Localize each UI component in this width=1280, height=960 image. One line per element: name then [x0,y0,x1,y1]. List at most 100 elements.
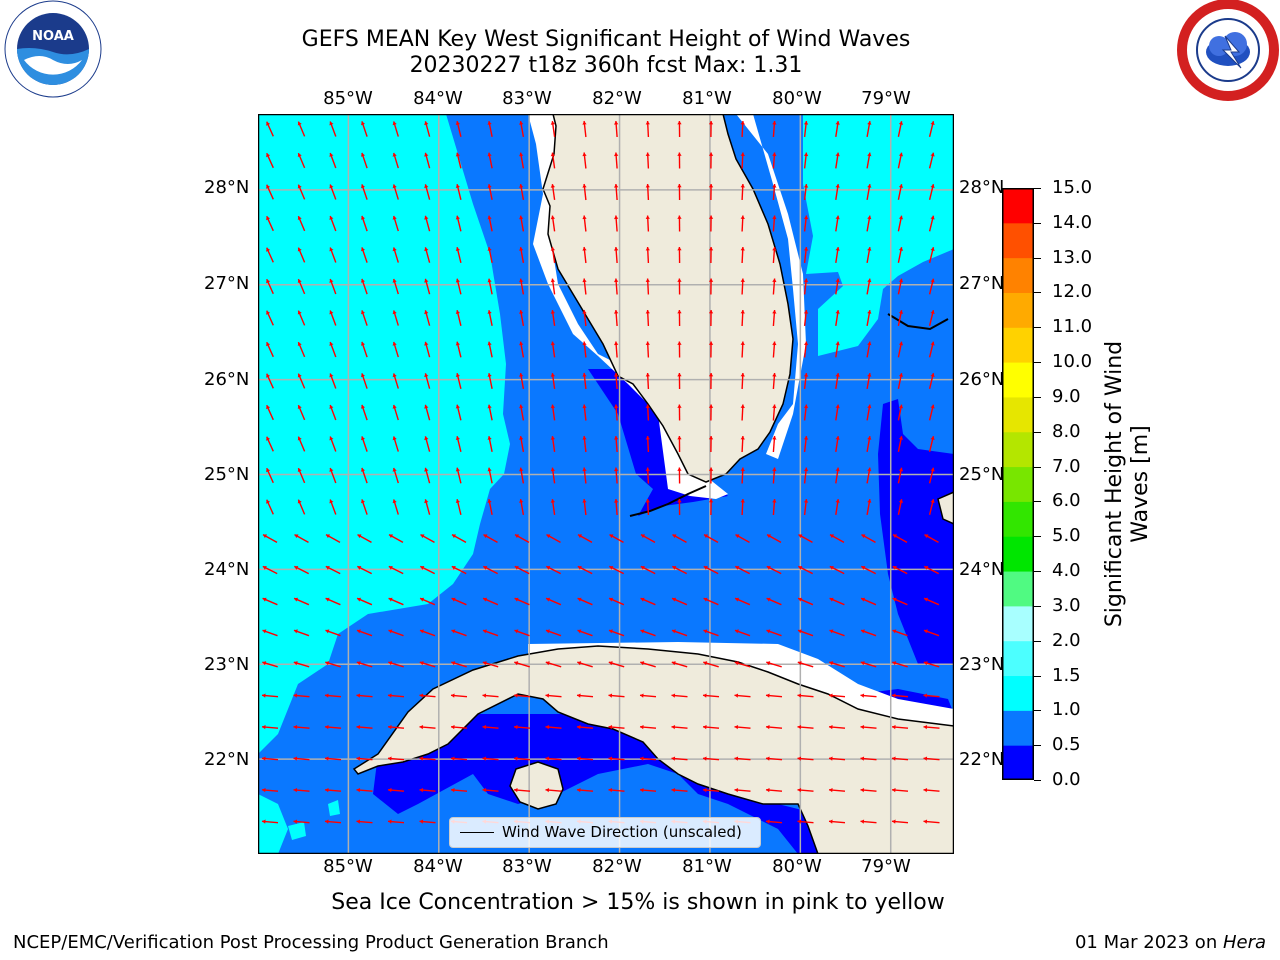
wind-arrow-head [740,278,745,282]
wind-arrow-head [392,215,397,220]
wind-arrow-head [550,215,555,220]
wind-arrow-head [392,467,397,472]
wind-arrow-head [266,342,271,347]
wind-arrow-head [582,404,587,409]
wind-arrow-head [766,788,770,793]
wind-arrow-head [867,341,872,346]
wind-arrow-head [860,788,865,793]
wind-arrow-head [892,788,896,793]
colorbar-band [1002,501,1034,537]
wind-arrow-head [708,373,714,377]
wind-arrow-head [892,693,896,698]
colorbar-band [1002,327,1034,363]
wind-arrow-head [797,661,802,666]
wind-arrow-head [766,819,770,824]
wind-arrow-head [766,629,771,634]
wind-arrow-head [392,404,397,409]
wind-arrow-head [767,534,771,539]
wind-arrow-head [766,693,770,698]
wind-arrow-head [924,597,929,602]
wind-arrow-head [297,310,302,315]
wind-arrow-head [545,788,550,793]
wind-arrow-head [703,756,707,761]
wind-arrow-head [835,404,840,409]
wind-arrow-head [329,279,334,283]
colorbar-tick-mark [1034,501,1041,503]
wind-arrow-head [708,341,714,345]
wind-arrow-head [703,693,707,698]
wind-arrow-head [392,310,397,315]
wind-arrow-head [898,436,904,440]
wind-arrow-head [898,310,904,314]
wind-arrow-head [829,566,834,570]
wind-arrow-head [867,499,872,503]
bottom-longitude-label: 82°W [592,856,642,877]
wind-arrow-head [325,788,329,793]
wind-arrow-head [582,467,587,472]
wind-arrow-head [420,597,425,602]
wind-arrow-head [293,756,298,761]
wind-arrow-head [867,152,872,157]
wind-arrow-head [361,247,365,252]
wind-arrow-head [835,499,840,503]
wind-arrow-head [892,756,896,761]
wind-arrow-head [451,597,456,602]
wind-arrow-head [550,184,555,188]
wind-arrow-head [577,725,581,730]
wind-arrow-head [392,341,397,346]
wind-arrow-head [803,404,809,409]
wind-arrow-head [582,341,587,346]
colorbar-tick-label: 7.0 [1052,455,1081,477]
right-latitude-label: 24°N [959,559,1005,580]
wind-arrow-head [297,279,302,283]
wind-arrow-head [388,661,393,666]
wind-arrow-head [361,152,365,157]
wind-arrow-head [835,247,840,251]
wind-arrow-head [923,756,928,761]
wind-arrow-head [388,819,392,824]
wind-arrow-head [703,566,708,570]
colorbar-tick-label: 1.5 [1052,664,1081,686]
wind-arrow-head [388,788,392,793]
florida-keys [629,485,707,517]
wind-arrow-head [325,756,329,761]
wind-arrow-head [708,436,714,440]
wind-arrow-head [550,152,555,157]
wind-arrow-head [519,373,524,377]
wind-arrow-head [867,121,872,125]
wind-arrow-head [803,215,809,220]
wind-arrow-head [325,597,330,602]
wind-arrow-head [740,404,745,408]
colorbar-tick-label: 13.0 [1052,246,1093,268]
wind-arrow-head [514,725,518,730]
left-latitude-label: 23°N [204,654,250,675]
wind-arrow-head [266,405,271,410]
wind-arrow-head [772,121,777,125]
wind-arrow-head [420,566,425,570]
wind-arrow-head [672,566,677,570]
wind-arrow-head [860,819,865,824]
left-latitude-label: 25°N [204,464,250,485]
wind-arrow-head [614,152,619,157]
wind-arrow-head [388,725,392,730]
wind-arrow-head [923,661,928,666]
wind-arrow-head [772,310,777,314]
wind-arrow-head [519,247,524,251]
wind-arrow-head [860,725,865,730]
wind-arrow-head [924,566,929,570]
generation-date: 01 Mar 2023 on Hera [1075,932,1266,953]
wind-arrow-head [262,725,266,730]
wind-arrow-head [898,467,904,472]
wind-arrow-head [550,499,555,503]
wind-arrow-head [930,373,935,377]
wind-arrow-head [772,341,777,346]
wind-arrow-head [266,373,271,378]
wind-arrow-head [803,499,809,503]
wind-arrow-head [614,373,619,377]
wind-arrow-head [325,661,330,666]
wind-arrow-head [424,247,429,252]
host-name: Hera [1222,932,1266,953]
wind-arrow-head [297,468,302,472]
wind-arrow-head [577,756,581,761]
colorbar-tick-label: 14.0 [1052,211,1093,233]
